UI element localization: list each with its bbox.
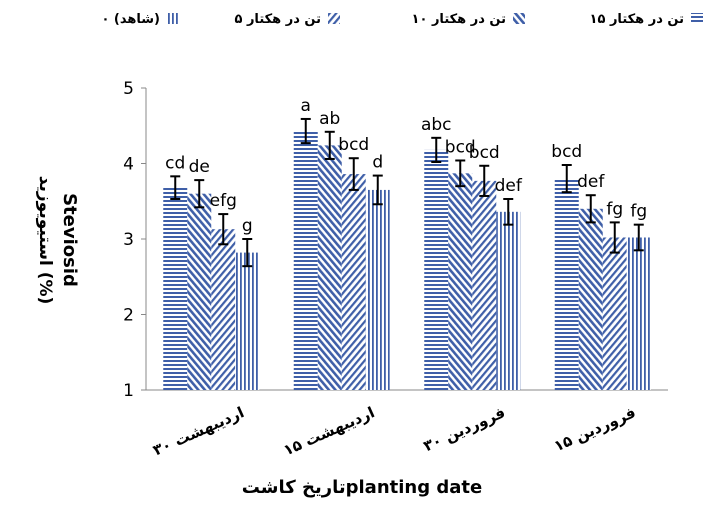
data-label: efg bbox=[210, 191, 237, 211]
data-label: bcd bbox=[469, 143, 500, 163]
data-label: def bbox=[495, 176, 523, 196]
bar bbox=[448, 173, 473, 390]
data-label: d bbox=[372, 153, 383, 173]
bar bbox=[424, 149, 449, 390]
bar bbox=[554, 178, 579, 390]
bar bbox=[578, 208, 603, 390]
bar bbox=[317, 145, 342, 390]
y-tick-label: 4 bbox=[123, 155, 134, 175]
legend-label: ۱۰ تن در هکتار bbox=[412, 12, 506, 27]
y-ticks: 1 2 3 4 5 bbox=[123, 79, 146, 401]
bar bbox=[472, 180, 497, 390]
bar bbox=[163, 187, 188, 390]
data-label: fg bbox=[606, 199, 623, 219]
data-label: g bbox=[242, 216, 253, 236]
data-label: de bbox=[189, 157, 210, 177]
data-label: ab bbox=[319, 109, 340, 129]
legend-swatch bbox=[513, 13, 525, 24]
data-label: fg bbox=[630, 202, 647, 222]
data-label: bcd bbox=[551, 142, 582, 162]
y-tick-label: 2 bbox=[123, 306, 134, 326]
bar bbox=[496, 211, 521, 390]
x-tick-label: ۱۵ فروردین bbox=[551, 403, 638, 455]
y-tick-label: 1 bbox=[123, 381, 134, 401]
y-tick-label: 5 bbox=[123, 79, 134, 99]
legend-swatch bbox=[691, 13, 703, 24]
bar bbox=[293, 131, 318, 390]
bar bbox=[365, 189, 390, 390]
legend: ۱۵ تن در هکتار ۱۰ تن در هکتار ۵ تن در هکتا… bbox=[101, 12, 703, 27]
x-axis-title: تاریخ کاشتplanting date bbox=[242, 477, 482, 498]
bar bbox=[341, 174, 366, 390]
legend-swatch bbox=[328, 13, 340, 24]
bar bbox=[211, 229, 236, 390]
x-tick-label: ۱۵ اردیبهشت bbox=[281, 403, 378, 459]
bar bbox=[187, 193, 212, 390]
legend-label: ۰ (شاهد) bbox=[101, 12, 160, 27]
bar bbox=[626, 237, 651, 390]
y-axis-title-en: Steviosid bbox=[59, 193, 80, 287]
bar bbox=[235, 252, 260, 390]
legend-label: ۱۵ تن در هکتار bbox=[590, 12, 684, 27]
data-label: def bbox=[577, 172, 605, 192]
data-label: bcd bbox=[338, 135, 369, 155]
bar bbox=[602, 237, 627, 390]
x-tick-label: ۳۰ فروردین bbox=[421, 403, 508, 455]
x-tick-label: ۳۰ اردیبهشت bbox=[150, 403, 247, 459]
y-tick-label: 3 bbox=[123, 230, 134, 250]
x-tick-labels: ۳۰ اردیبهشت ۱۵ اردیبهشت ۳۰ فروردین ۱۵ فرورد… bbox=[150, 403, 638, 459]
data-label: cd bbox=[165, 153, 185, 173]
data-label: a bbox=[301, 96, 311, 116]
y-axis-title-fa: استیویوزید (%) bbox=[35, 176, 55, 305]
data-label: bcd bbox=[445, 137, 476, 157]
legend-label: ۵ تن در هکتار bbox=[234, 12, 321, 27]
legend-swatch bbox=[167, 13, 179, 24]
data-label: abc bbox=[421, 115, 452, 135]
